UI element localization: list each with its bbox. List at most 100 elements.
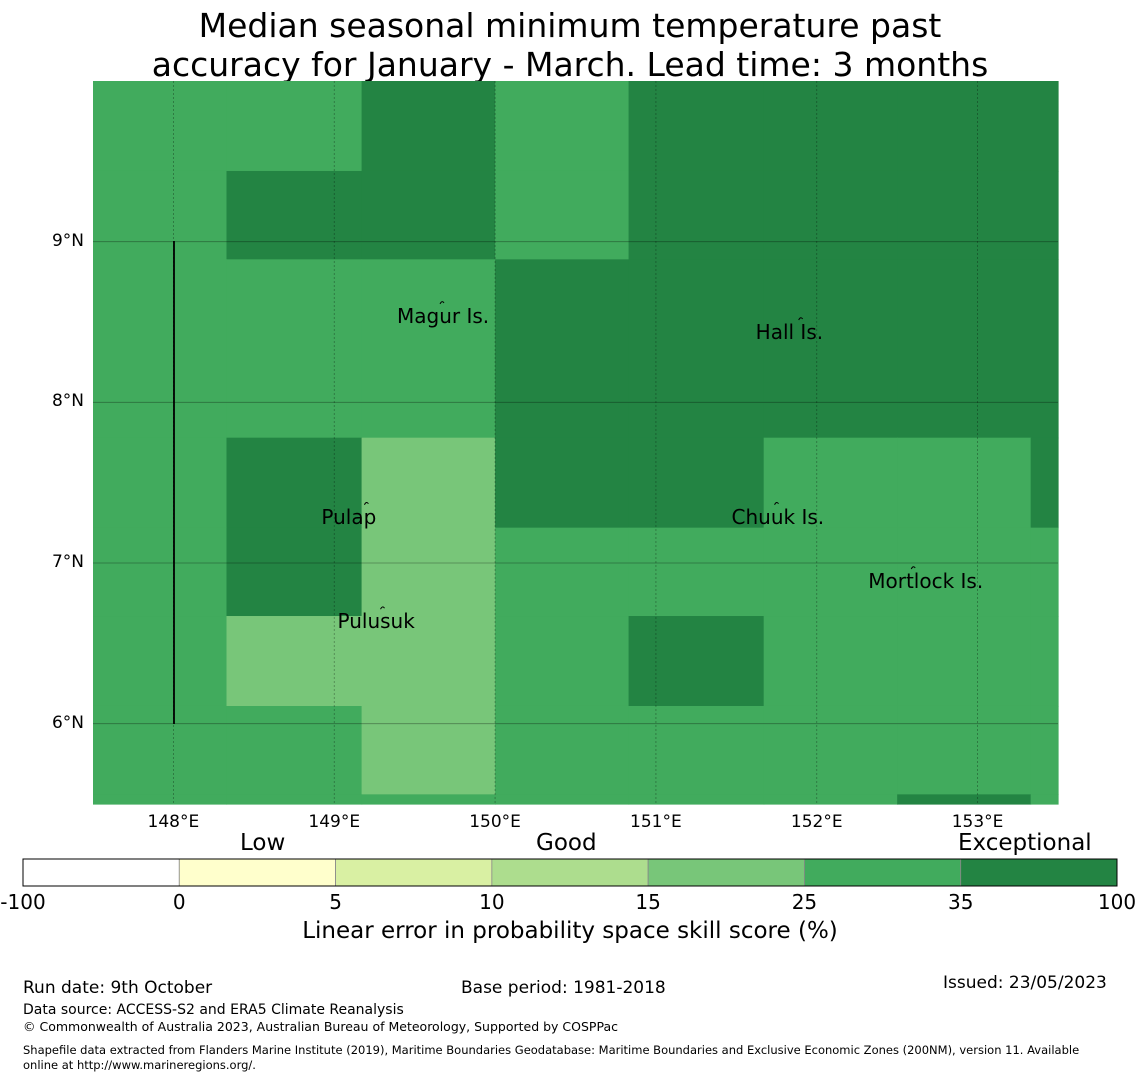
- heatmap-cell: [897, 170, 1032, 260]
- heatmap-cell: [361, 81, 496, 172]
- heatmap-cell: [628, 259, 765, 439]
- heatmap-cell: [628, 616, 765, 707]
- heatmap-cell: [93, 81, 228, 172]
- colorbar-tick-label: 0: [172, 890, 186, 914]
- heatmap-cell: [226, 616, 363, 707]
- colorbar-tick-label: 100: [1097, 890, 1137, 914]
- heatmap-cell: [361, 170, 496, 260]
- colorbar-tick-label: -100: [0, 890, 46, 914]
- heatmap-cell: [495, 527, 630, 617]
- island-outline: [910, 566, 916, 570]
- heatmap-cell: [628, 705, 765, 795]
- heatmap-cell: [361, 437, 496, 529]
- heatmap-cell: [226, 170, 363, 260]
- longitude-tick-label: 150°E: [469, 812, 521, 832]
- heatmap-cell: [93, 170, 228, 260]
- longitude-tick-label: 148°E: [147, 812, 200, 832]
- colorbar-border: [22, 858, 1118, 887]
- colorbar-swatch: [960, 858, 1118, 887]
- island-outline: [363, 502, 369, 506]
- heatmap-cell: [763, 616, 898, 707]
- longitude-tick-label: 152°E: [790, 812, 843, 832]
- colorbar-label: Linear error in probability space skill …: [302, 918, 838, 944]
- heatmap-cell: [628, 527, 765, 617]
- heatmap-cell: [763, 170, 898, 260]
- heatmap-cell: [763, 527, 898, 617]
- island-outline: [439, 301, 445, 305]
- heatmap-cell: [93, 616, 228, 707]
- heatmap-cell: [897, 705, 1032, 795]
- colorbar-tick-label: 25: [791, 890, 818, 914]
- gridlines: [93, 81, 1058, 804]
- heatmap-cell: [495, 705, 630, 795]
- heatmap-cell: [226, 705, 363, 795]
- island-outline: [380, 606, 385, 610]
- heatmap-cell: [361, 527, 496, 617]
- heatmap-cell: [763, 794, 898, 805]
- data-source: Data source: ACCESS-S2 and ERA5 Climate …: [23, 1002, 404, 1018]
- category-exceptional-label: Exceptional: [958, 830, 1092, 856]
- latitude-tick-label: 9°N: [51, 230, 84, 251]
- heatmap-cell: [93, 527, 228, 617]
- heatmap-cell: [495, 616, 630, 707]
- heatmap-cell: [495, 81, 630, 172]
- place-label: Mortlock Is.: [868, 569, 984, 594]
- colorbar-swatch: [804, 858, 962, 887]
- colorbar-swatch: [647, 858, 805, 887]
- colorbar-swatch: [491, 858, 649, 887]
- heatmap-cell: [93, 259, 228, 439]
- place-label: Pulusuk: [337, 609, 415, 634]
- heatmap-cell: [495, 794, 630, 805]
- heatmap-cell: [226, 527, 363, 617]
- heatmap-cell: [495, 259, 630, 439]
- colorbar-tick-label: 10: [479, 890, 505, 914]
- shapefile-credit-line-2: online at http://www.marineregions.org/.: [23, 1058, 256, 1072]
- heatmap-cell: [628, 81, 765, 172]
- heatmap-cell: [226, 259, 363, 439]
- heatmap-cell: [897, 81, 1032, 172]
- longitude-tick-label: 153°E: [951, 812, 1004, 832]
- heatmap-cells: [93, 81, 1059, 805]
- colorbar-swatch: [178, 858, 336, 887]
- heatmap-cell: [897, 794, 1032, 805]
- heatmap-cell: [897, 527, 1032, 617]
- title-line-2: accuracy for January - March. Lead time:…: [151, 45, 989, 84]
- heatmap-cell: [361, 259, 496, 439]
- colorbar-swatch: [335, 858, 493, 887]
- heatmap-cell: [763, 437, 898, 529]
- heatmap-cell: [361, 616, 496, 707]
- heatmap-cell: [1030, 794, 1059, 805]
- island-outline: [774, 502, 779, 506]
- category-low-label: Low: [240, 830, 286, 856]
- heatmap-cell: [93, 437, 228, 529]
- heatmap-cell: [361, 794, 496, 805]
- heatmap-cell: [495, 170, 630, 260]
- colorbar-swatch: [22, 858, 180, 887]
- title-line-1: Median seasonal minimum temperature past: [198, 6, 942, 45]
- category-good-label: Good: [536, 830, 597, 856]
- colorbar-tick-label: 35: [947, 890, 974, 914]
- heatmap-cell: [1030, 81, 1059, 172]
- place-label: Magur Is.: [397, 303, 490, 328]
- map-title: Median seasonal minimum temperature past…: [0, 6, 1140, 84]
- longitude-tick-label: 151°E: [630, 812, 682, 832]
- place-label: Chuuk Is.: [731, 504, 825, 529]
- heatmap-cell: [361, 705, 496, 795]
- heatmap-cell: [897, 616, 1032, 707]
- heatmap-cell: [226, 794, 363, 805]
- heatmap-cell: [763, 259, 898, 439]
- heatmap-cell: [1030, 705, 1059, 795]
- heatmap-cell: [628, 437, 765, 529]
- heatmap-cell: [226, 437, 363, 529]
- heatmap-cell: [495, 437, 630, 529]
- heatmap-cell: [628, 170, 765, 260]
- issued-date: Issued: 23/05/2023: [943, 973, 1107, 993]
- heatmap-cell: [628, 794, 765, 805]
- heatmap-cell: [763, 81, 898, 172]
- heatmap-cell: [897, 437, 1032, 529]
- copyright: © Commonwealth of Australia 2023, Austra…: [23, 1019, 618, 1034]
- longitude-tick-label: 149°E: [308, 812, 361, 832]
- latitude-tick-label: 8°N: [51, 391, 84, 412]
- heatmap-cell: [763, 705, 898, 795]
